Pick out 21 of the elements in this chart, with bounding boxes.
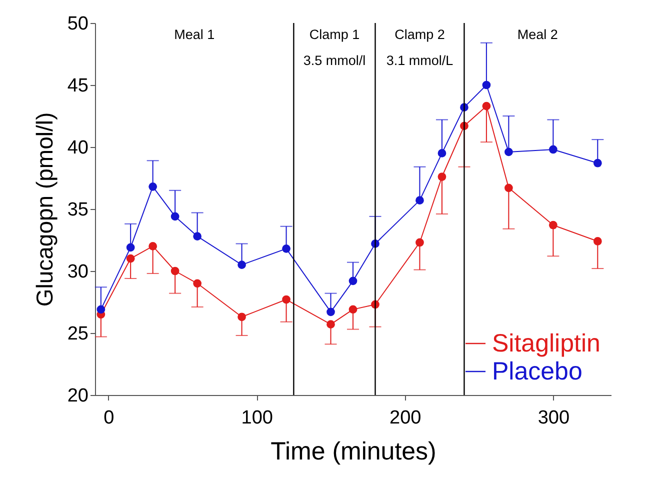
annotation: Clamp 2 <box>394 27 445 42</box>
x-axis-title: Time (minutes) <box>270 438 436 466</box>
x-tick-label: 0 <box>104 408 114 428</box>
legend-label: Placebo <box>492 358 582 386</box>
x-tick-label: 100 <box>241 408 273 428</box>
annotation: 3.5 mmol/l <box>303 53 366 68</box>
y-axis-title: Glucagopn (pmol/l) <box>31 112 58 307</box>
y-tick-label: 50 <box>67 14 88 34</box>
annotation: 3.1 mmol/L <box>386 53 454 68</box>
y-tick-label: 25 <box>67 324 88 344</box>
x-tick-label: 200 <box>390 408 422 428</box>
annotation: Meal 1 <box>174 27 215 42</box>
annotation: Meal 2 <box>517 27 558 42</box>
y-tick-label: 40 <box>67 138 88 158</box>
y-tick-label: 45 <box>67 76 88 96</box>
y-tick-label: 35 <box>67 200 88 220</box>
y-tick-label: 30 <box>67 262 88 282</box>
annotation: Clamp 1 <box>309 27 360 42</box>
y-tick-label: 20 <box>67 386 88 406</box>
legend-label: Sitagliptin <box>492 330 600 358</box>
x-tick-label: 300 <box>538 408 570 428</box>
